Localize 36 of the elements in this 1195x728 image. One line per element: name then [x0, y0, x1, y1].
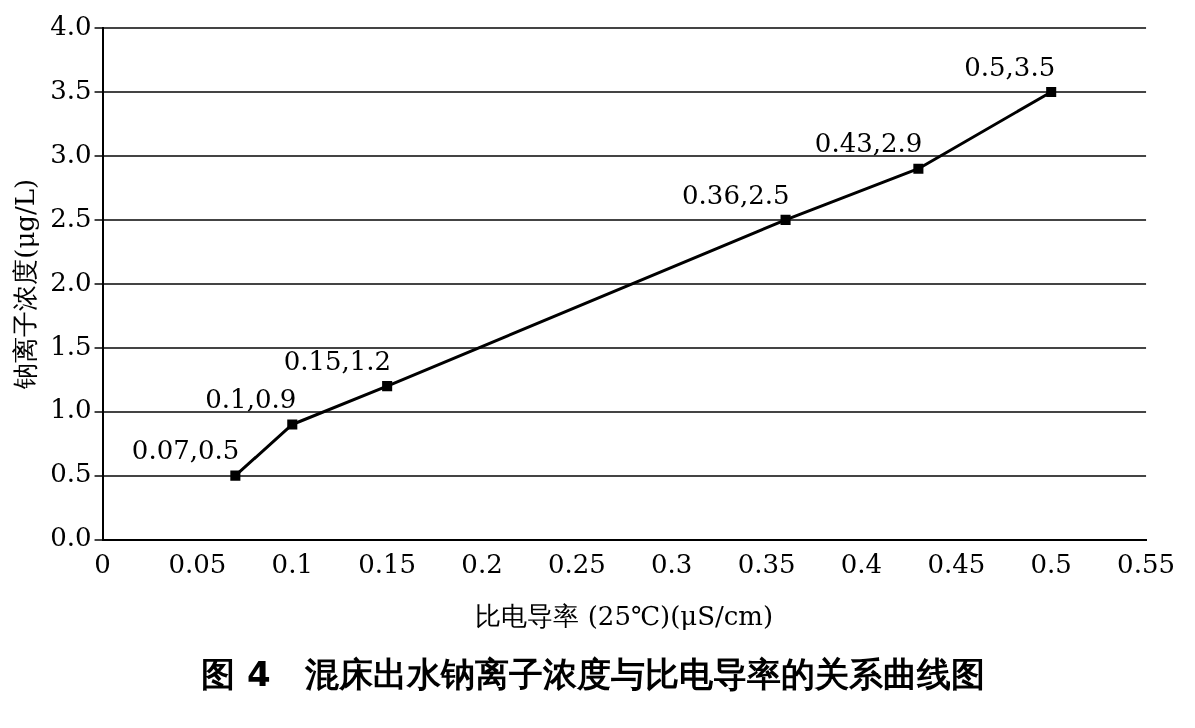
x-tick-label: 0.35	[737, 548, 796, 579]
x-tick-label: 0.2	[461, 548, 503, 579]
point	[1046, 86, 1057, 97]
y-tick-label: 3.5	[50, 74, 92, 105]
point	[382, 381, 393, 392]
y-tick-label: 4.0	[50, 10, 92, 41]
data-label: 0.15,1.2	[283, 345, 392, 376]
x-tick-label: 0	[94, 548, 111, 579]
y-tick-label: 3.0	[50, 138, 92, 169]
x-tick-label: 0.55	[1117, 548, 1175, 579]
x-tick-label: 0.15	[358, 548, 417, 579]
point	[230, 470, 241, 481]
x-tick-label: 0.05	[168, 548, 227, 579]
y-tick-label: 1.0	[50, 394, 92, 425]
data-label: 0.43,2.9	[814, 128, 923, 159]
point	[780, 214, 791, 225]
x-tick-label: 0.4	[840, 548, 883, 579]
y-tick-label: 1.5	[50, 330, 92, 361]
y-axis-title: 钠离子浓度(μg/L)	[10, 178, 41, 390]
point	[287, 419, 298, 430]
y-tick-label: 2.5	[50, 202, 92, 233]
data-label: 0.07,0.5	[131, 435, 240, 466]
point	[913, 163, 924, 174]
y-tick-label: 0.0	[50, 522, 92, 553]
data-label: 0.36,2.5	[682, 179, 790, 210]
x-tick-label: 0.25	[547, 548, 606, 579]
x-tick-label: 0.45	[927, 548, 986, 579]
x-tick-label: 0.3	[651, 548, 693, 579]
y-tick-label: 2.0	[50, 266, 92, 297]
y-tick-label: 0.5	[50, 458, 92, 489]
text: 图 4 混床出水钠离子浓度与比电导率的关系曲线图	[200, 653, 986, 696]
data-label: 0.5,3.5	[964, 51, 1056, 82]
x-axis-title: 比电导率 (25℃)(μS/cm)	[475, 601, 774, 632]
data-label: 0.1,0.9	[205, 384, 297, 415]
x-tick-label: 0.1	[271, 548, 313, 579]
x-tick-label: 0.5	[1030, 548, 1072, 579]
